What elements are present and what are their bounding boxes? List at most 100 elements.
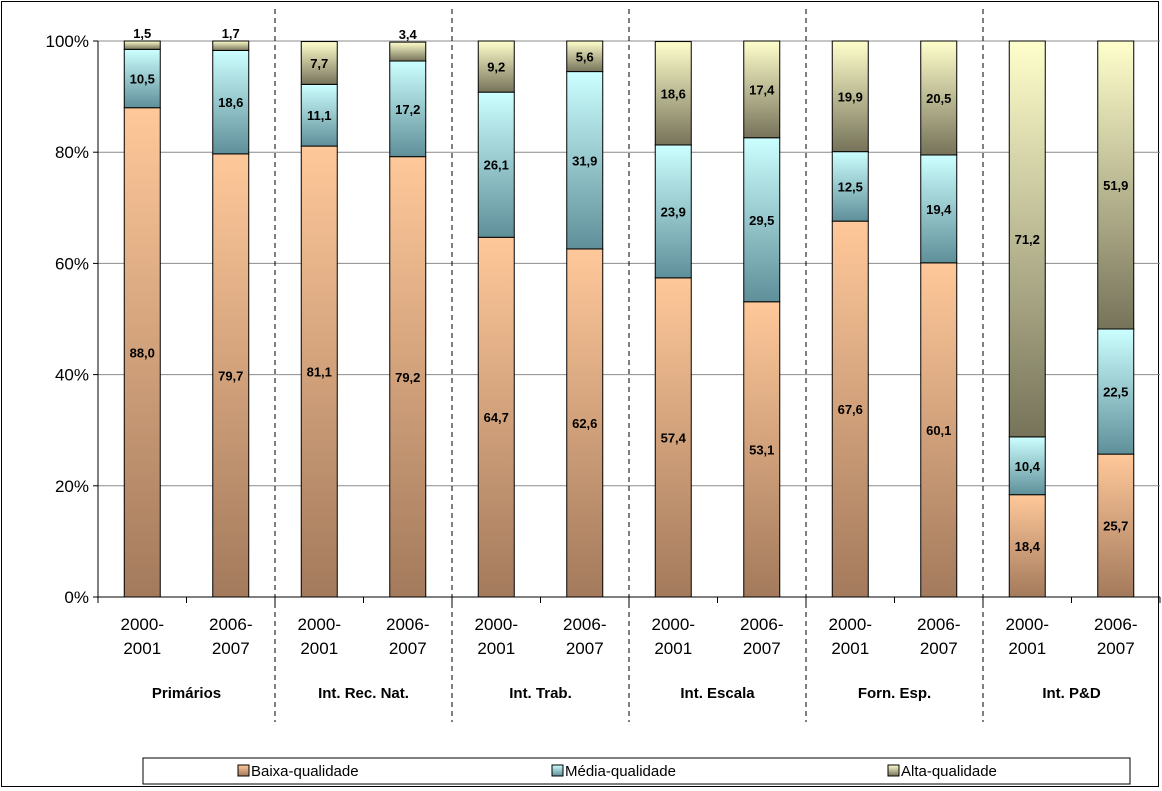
bar-segment-média-qualidade — [743, 137, 781, 303]
bar-segment-alta-qualidade — [566, 40, 604, 73]
bar-segment-baixa-qualidade — [831, 220, 869, 598]
data-label: 26,1 — [484, 158, 509, 173]
data-label: 11,1 — [307, 108, 332, 123]
x-category-label: 2001 — [300, 639, 338, 658]
x-category-label: 2001 — [831, 639, 869, 658]
data-label: 29,5 — [749, 213, 774, 228]
y-tick-label: 0% — [64, 588, 89, 607]
data-label: 71,2 — [1015, 232, 1040, 247]
x-category-label: 2007 — [1097, 639, 1135, 658]
data-label: 18,4 — [1015, 539, 1041, 554]
data-label: 88,0 — [130, 345, 155, 360]
bar-segment-alta-qualidade — [831, 40, 869, 153]
bar-segment-alta-qualidade — [123, 40, 161, 50]
data-label: 19,4 — [926, 202, 952, 217]
y-tick-label: 20% — [55, 477, 89, 496]
bar-segment-alta-qualidade — [920, 40, 958, 156]
x-category-label: 2001 — [654, 639, 692, 658]
data-label: 53,1 — [749, 442, 774, 457]
data-label: 23,9 — [661, 204, 686, 219]
bar-segment-baixa-qualidade — [212, 153, 250, 598]
legend-swatch — [551, 764, 564, 777]
x-category-label: 2007 — [212, 639, 250, 658]
data-label: 10,5 — [130, 72, 155, 87]
x-category-label: 2006- — [917, 615, 960, 634]
bar-segment-alta-qualidade — [743, 40, 781, 139]
y-tick-label: 40% — [55, 366, 89, 385]
data-label: 62,6 — [572, 416, 597, 431]
x-category-label: 2000- — [298, 615, 341, 634]
data-label: 25,7 — [1103, 519, 1128, 534]
bar-segment-média-qualidade — [654, 144, 692, 279]
bar-segment-baixa-qualidade — [300, 145, 338, 598]
x-category-label: 2001 — [1008, 639, 1046, 658]
x-category-label: 2006- — [563, 615, 606, 634]
bar-segment-média-qualidade — [920, 154, 958, 264]
x-group-label: Int. Trab. — [509, 685, 572, 702]
x-category-label: 2000- — [652, 615, 695, 634]
legend-label: Alta-qualidade — [901, 763, 997, 780]
data-label: 31,9 — [572, 153, 597, 168]
x-category-label: 2006- — [740, 615, 783, 634]
data-label: 9,2 — [487, 60, 505, 75]
bar-segment-alta-qualidade — [477, 40, 515, 93]
x-category-label: 2000- — [121, 615, 164, 634]
bar-segment-média-qualidade — [1097, 328, 1135, 455]
bar-segment-baixa-qualidade — [477, 236, 515, 598]
data-label: 1,5 — [133, 26, 151, 41]
data-label: 18,6 — [218, 95, 243, 110]
group-separators — [274, 9, 984, 722]
bar-segment-alta-qualidade — [212, 40, 250, 51]
bar-segment-alta-qualidade — [654, 41, 692, 146]
bar-segment-alta-qualidade — [300, 41, 338, 85]
data-label: 60,1 — [926, 423, 951, 438]
y-tick-label: 80% — [55, 143, 89, 162]
bar-segment-baixa-qualidade — [743, 301, 781, 598]
y-tick-label: 100% — [46, 32, 89, 51]
bar-segment-alta-qualidade — [1008, 40, 1046, 438]
data-labels: 88,0 10,5 1,5 79,7 18,6 1,7 81,1 11,1 7,7 79,2 17,… — [130, 26, 1129, 554]
bar-segment-média-qualidade — [1008, 436, 1046, 496]
x-category-label: 2007 — [566, 639, 604, 658]
x-category-label: 2001 — [123, 639, 161, 658]
x-category-label: 2000- — [1006, 615, 1049, 634]
x-category-label: 2006- — [1094, 615, 1137, 634]
legend-label: Baixa-qualidade — [251, 763, 359, 780]
legend-swatch — [887, 764, 900, 777]
data-label: 5,6 — [576, 49, 594, 64]
bar-segment-média-qualidade — [123, 48, 161, 109]
legend-box — [142, 757, 1131, 785]
legend: Baixa-qualidade Média-qualidade Alta-quali… — [142, 757, 1131, 785]
data-label: 18,6 — [661, 86, 686, 101]
bar-segment-baixa-qualidade — [566, 248, 604, 598]
bar-segment-baixa-qualidade — [920, 262, 958, 598]
bar-segment-média-qualidade — [566, 71, 604, 250]
data-label: 12,5 — [838, 179, 863, 194]
x-category-label: 2007 — [389, 639, 427, 658]
x-group-label: Int. Rec. Nat. — [318, 685, 409, 702]
data-label: 67,6 — [838, 402, 863, 417]
x-group-label: Primários — [152, 685, 221, 702]
x-group-label: Int. P&D — [1042, 685, 1100, 702]
data-label: 20,5 — [926, 91, 951, 106]
data-label: 1,7 — [222, 26, 240, 41]
x-category-label: 2000- — [475, 615, 518, 634]
bar-segment-baixa-qualidade — [1097, 453, 1135, 598]
bar-segment-baixa-qualidade — [1008, 494, 1046, 598]
data-label: 10,4 — [1015, 459, 1041, 474]
bar-segment-baixa-qualidade — [654, 277, 692, 598]
data-label: 3,4 — [399, 27, 418, 42]
x-category-label: 2007 — [920, 639, 958, 658]
legend-swatch — [237, 764, 250, 777]
data-label: 7,7 — [310, 56, 328, 71]
legend-label: Média-qualidade — [565, 763, 676, 780]
data-label: 22,5 — [1103, 385, 1128, 400]
bar-segment-baixa-qualidade — [123, 107, 161, 598]
data-label: 17,4 — [749, 82, 775, 97]
bar-segment-média-qualidade — [300, 83, 338, 147]
x-category-label: 2001 — [477, 639, 515, 658]
axes: 0% 20% 40% 60% 80% 100% 2000- 2001 2006- 2007 2000… — [46, 32, 1161, 702]
x-group-label: Forn. Esp. — [858, 685, 931, 702]
data-label: 79,7 — [218, 368, 243, 383]
